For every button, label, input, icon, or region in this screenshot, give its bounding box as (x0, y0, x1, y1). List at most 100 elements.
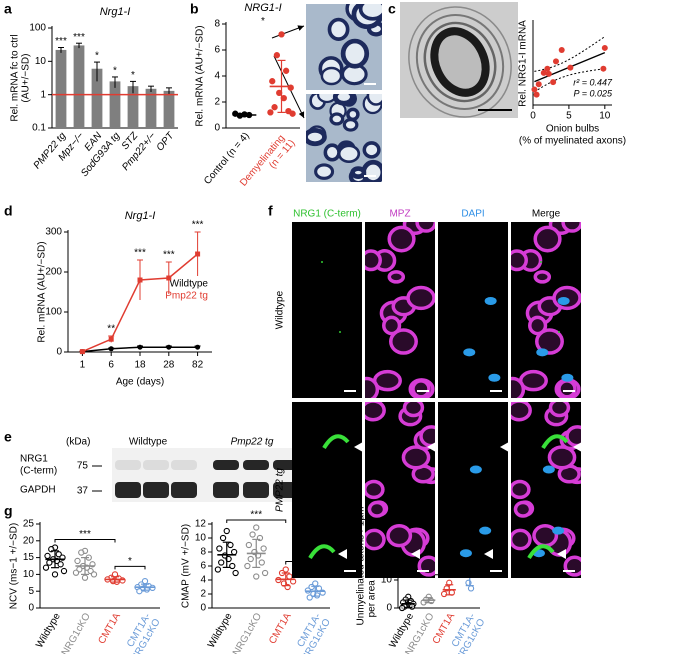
data-point (552, 58, 559, 65)
data-point (282, 566, 289, 573)
mpz-ring (417, 555, 435, 577)
data-point (227, 541, 234, 549)
data-point (195, 251, 201, 257)
mpz-ring (411, 379, 431, 398)
data-point (219, 534, 227, 542)
bar (73, 45, 85, 128)
x-tick-label: CMT1A-NRG1cKO (290, 611, 333, 654)
comparison-bracket (114, 565, 146, 570)
significance: *** (163, 250, 175, 261)
data-point (550, 79, 557, 86)
band-name: (C-term) (20, 466, 57, 477)
bar (145, 88, 157, 128)
data-point (137, 344, 143, 350)
y-tick-label: 6 (200, 561, 206, 572)
band (115, 460, 141, 470)
nrg1-signal (321, 261, 323, 263)
mpz-ring (557, 379, 577, 398)
data-point (467, 585, 475, 592)
y-tick-label: 25 (23, 519, 35, 530)
y-tick-label: 10 (381, 575, 393, 586)
significance: *** (134, 248, 146, 259)
arrowhead (500, 442, 508, 452)
em-layer (415, 14, 505, 110)
significance: * (113, 66, 117, 77)
data-point (440, 590, 448, 598)
myelin-ring (346, 107, 360, 122)
bar (109, 81, 121, 128)
mpz-ring (561, 222, 581, 233)
data-point (540, 69, 547, 76)
data-point (273, 52, 281, 59)
data-point (545, 70, 552, 77)
dapi-nucleus (484, 296, 497, 305)
band (213, 482, 239, 498)
myelin-ring (314, 163, 335, 180)
mpz-ring (389, 328, 418, 355)
data-point (567, 64, 574, 71)
nrg1-signal (308, 544, 336, 560)
mpz-ring (382, 315, 402, 336)
mpz-ring (415, 222, 435, 233)
data-point (60, 567, 68, 575)
band (243, 482, 269, 498)
dapi-nucleus (542, 465, 555, 474)
nrg1-signal (540, 261, 542, 263)
mpz-ring (367, 500, 387, 518)
significance: *** (55, 36, 67, 47)
x-tick-label: OPT (155, 130, 177, 154)
y-tick-label: 4 (200, 575, 206, 586)
data-point (230, 548, 238, 556)
panel-label: e (4, 429, 12, 445)
band-marker: 37 (77, 486, 89, 497)
y-tick-label: 8 (200, 547, 206, 558)
myelin-ring (329, 112, 345, 126)
y-tick-label: 0.1 (32, 123, 46, 134)
data-point (79, 349, 85, 355)
data-point (81, 574, 89, 581)
y-tick-label: 6 (214, 45, 220, 56)
dapi-nucleus (463, 348, 476, 357)
myelin-ring (327, 17, 350, 41)
arrowhead (484, 549, 493, 559)
data-point (46, 559, 53, 566)
x-tick-label: 10 (599, 111, 611, 122)
data-point (51, 571, 59, 578)
data-point (57, 561, 64, 568)
data-point (55, 551, 62, 558)
data-point (398, 604, 406, 612)
myelin-ring (337, 144, 361, 164)
comparison-bracket (54, 539, 116, 543)
em-layer (408, 6, 512, 118)
arrowhead (427, 442, 435, 452)
x-tick-label: CMT1A-NRG1cKO (120, 611, 163, 654)
dapi-nucleus (459, 549, 472, 558)
x-tick-label: NRG1cKO (60, 611, 93, 654)
comparison-bracket (226, 519, 287, 523)
mpz-ring (406, 285, 435, 311)
band (171, 460, 197, 470)
myelin-ring (340, 38, 370, 69)
chart-title: Nrg1-I (100, 6, 131, 18)
column-header: DAPI (461, 209, 484, 220)
y-tick-label: 0 (200, 603, 206, 614)
mpz-ring (565, 425, 581, 448)
x-tick-label: 0 (530, 111, 536, 122)
data-point (258, 559, 265, 566)
data-point (108, 346, 114, 352)
x-tick-label: 6 (108, 360, 114, 371)
tile-bg (438, 402, 508, 578)
data-point (136, 588, 143, 595)
nrg1-signal (322, 434, 350, 450)
y-tick-label: 300 (45, 227, 62, 238)
data-point (42, 564, 50, 571)
blot-group: Pmp22 tg (231, 437, 274, 448)
y-axis-label: Rel. mRNA (AU+/−SD) (195, 25, 206, 126)
myelin-ring (361, 159, 382, 182)
myelin-ring (323, 143, 341, 162)
data-point (90, 571, 98, 578)
annotation: P = 0.025 (574, 88, 613, 98)
y-tick-label: 10 (35, 56, 47, 67)
y-axis-label: Rel. mRNA (AU+/−SD) (37, 241, 48, 342)
data-point (229, 562, 236, 570)
